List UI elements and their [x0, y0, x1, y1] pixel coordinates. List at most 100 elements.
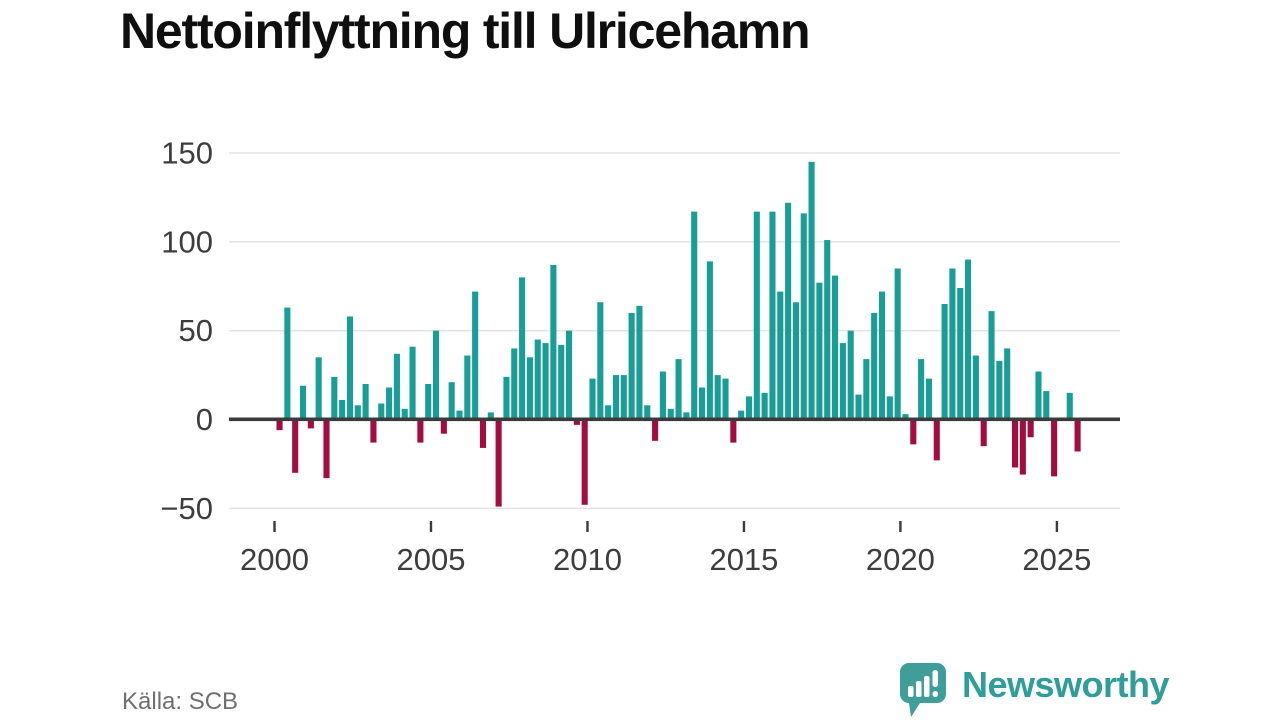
bar-2011q4 — [644, 405, 651, 420]
y-tick-label-0: 0 — [196, 402, 213, 437]
bar-2010q4 — [612, 375, 620, 420]
bar-2001q3 — [323, 419, 330, 479]
bar-2012q4 — [675, 359, 682, 420]
bar-2004q1 — [401, 408, 408, 420]
bar-2009q2 — [565, 330, 573, 420]
bar-2011q3 — [636, 305, 643, 420]
bar-2016q2 — [785, 202, 792, 420]
bar-2014q4 — [738, 410, 745, 420]
bar-2021q1 — [933, 419, 940, 461]
x-tick-2020 — [899, 521, 902, 532]
bar-2003q3 — [386, 387, 393, 420]
newsworthy-speech-bubble-icon — [900, 663, 946, 717]
bar-2010q2 — [597, 302, 604, 420]
bar-2003q2 — [378, 403, 385, 420]
x-tick-2005 — [429, 521, 433, 532]
bar-2008q4 — [550, 264, 557, 420]
bar-2023q3 — [1011, 419, 1019, 468]
x-tick-label-2015: 2015 — [709, 542, 778, 577]
bar-2006q1 — [464, 355, 471, 420]
bar-2002q4 — [362, 383, 369, 420]
bar-2011q1 — [620, 375, 627, 420]
bar-2012q1 — [652, 419, 659, 441]
x-tick-label-2025: 2025 — [1022, 542, 1091, 577]
logo-bar-large — [924, 676, 930, 697]
bar-2020q2 — [910, 419, 917, 445]
bar-2001q4 — [331, 376, 338, 420]
bar-2001q2 — [315, 357, 322, 420]
bar-2025q2 — [1066, 392, 1073, 420]
bar-2013q2 — [691, 211, 698, 420]
y-tick-label-50: 50 — [179, 313, 213, 348]
logo-bar-medium — [916, 681, 922, 697]
bar-2021q4 — [957, 288, 964, 420]
bar-2019q3 — [886, 396, 893, 420]
bar-2014q1 — [714, 375, 721, 420]
bar-2009q4 — [581, 419, 588, 505]
bar-2024q2 — [1035, 371, 1042, 420]
bar-2020q4 — [925, 378, 932, 420]
bar-2018q2 — [847, 330, 854, 420]
bar-2015q2 — [753, 211, 760, 420]
logo-bar-small — [908, 686, 914, 697]
bar-2021q3 — [949, 268, 956, 420]
bar-2017q1 — [808, 161, 815, 420]
bar-2015q1 — [745, 396, 753, 420]
bar-2007q1 — [495, 419, 502, 507]
bar-2024q1 — [1027, 419, 1034, 438]
logo-exclamation-stem — [932, 670, 938, 687]
bar-2010q1 — [589, 378, 596, 420]
speech-bubble-shape — [900, 663, 946, 717]
bar-2010q3 — [605, 405, 612, 420]
bar-2004q3 — [417, 419, 424, 443]
bar-2024q4 — [1051, 419, 1058, 477]
bar-2020q3 — [918, 359, 925, 420]
bar-2023q2 — [1004, 348, 1011, 420]
bar-2003q1 — [370, 419, 377, 443]
bar-2012q3 — [667, 408, 674, 420]
source-note: Källa: SCB — [122, 688, 239, 715]
bar-2002q2 — [346, 316, 354, 420]
y-tick-label-100: 100 — [161, 224, 213, 259]
bar-2001q1 — [307, 419, 314, 429]
bar-2022q2 — [972, 355, 979, 420]
bar-2009q3 — [573, 419, 580, 425]
bar-2008q2 — [534, 339, 541, 420]
bar-2015q3 — [761, 392, 768, 420]
x-tick-2015 — [742, 521, 746, 532]
bar-2006q2 — [472, 291, 479, 420]
bar-2019q1 — [871, 312, 878, 420]
bar-2005q1 — [432, 330, 440, 420]
bar-2023q4 — [1019, 419, 1026, 475]
bar-2002q1 — [339, 399, 346, 420]
x-tick-label-2000: 2000 — [240, 542, 309, 577]
bar-2018q4 — [863, 359, 870, 420]
bar-2005q3 — [448, 382, 455, 420]
bar-2014q3 — [730, 419, 737, 443]
bar-2022q4 — [988, 311, 995, 420]
bar-2009q1 — [558, 344, 565, 420]
bar-2021q2 — [941, 304, 948, 420]
bar-2003q4 — [393, 353, 400, 420]
bar-2013q3 — [698, 387, 706, 420]
y-tick-label-150: 150 — [161, 135, 213, 170]
bar-2015q4 — [769, 211, 776, 420]
bar-2024q3 — [1043, 391, 1050, 420]
bar-2016q4 — [800, 213, 807, 420]
bar-2000q2 — [284, 307, 291, 420]
bar-2018q1 — [839, 343, 846, 420]
bar-2002q3 — [354, 405, 361, 420]
bar-2014q2 — [722, 378, 729, 420]
bar-2007q3 — [511, 348, 518, 420]
chart-title: Nettoinflyttning till Ulricehamn — [120, 3, 811, 59]
bar-2016q3 — [792, 302, 799, 420]
bar-2012q2 — [659, 371, 666, 420]
newsworthy-logo: Newsworthy — [896, 660, 1170, 720]
bar-2017q3 — [824, 240, 831, 420]
bar-2000q3 — [292, 419, 299, 473]
bar-2016q1 — [777, 291, 784, 420]
bar-2019q2 — [878, 291, 886, 420]
y-tick-label--50: −50 — [160, 491, 213, 526]
